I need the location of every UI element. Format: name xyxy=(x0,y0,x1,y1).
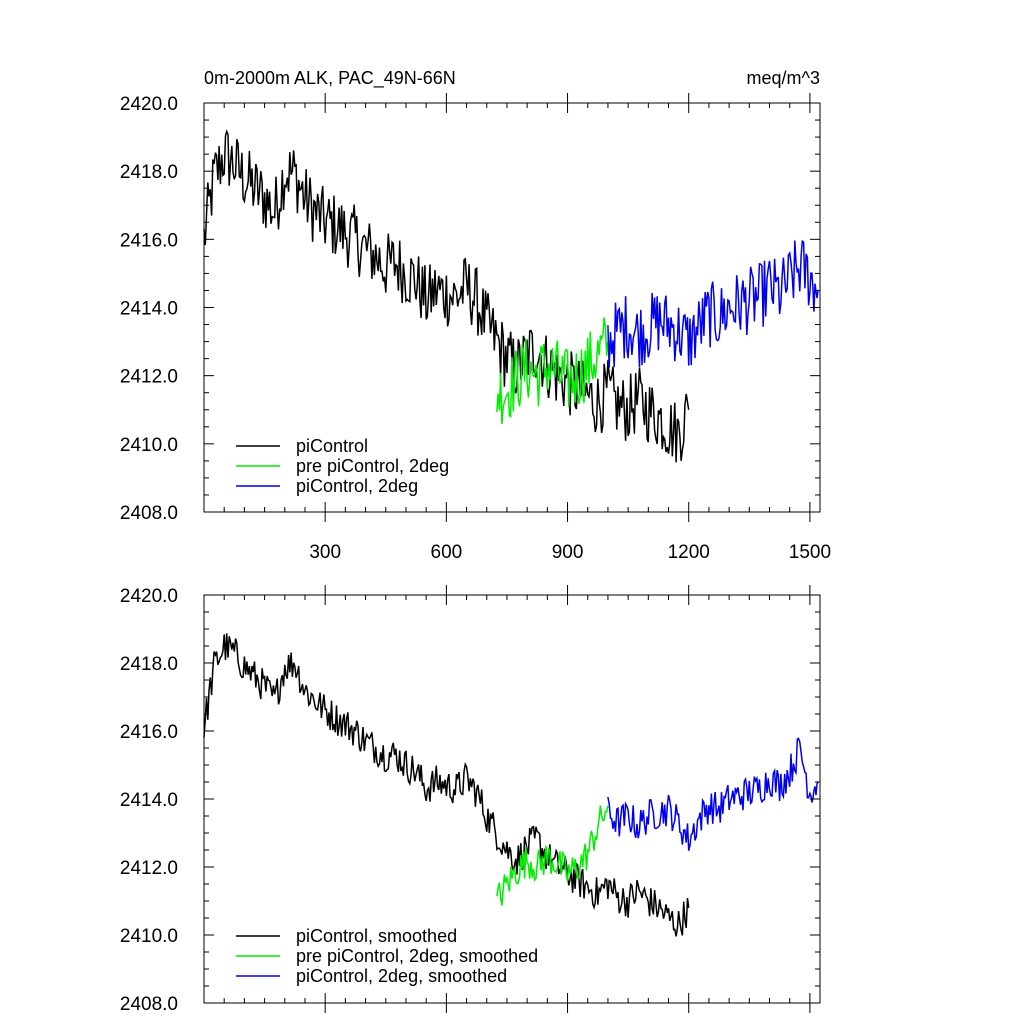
y-tick-label: 2408.0 xyxy=(120,503,178,524)
bottom-panel: 2408.0 2410.0 2412.0 2414.0 2416.0 2418.0 2420… xyxy=(120,585,821,1015)
series-line-pre-picontrol-2deg xyxy=(496,317,609,424)
series-layer xyxy=(203,633,819,937)
y-tick-label: 2416.0 xyxy=(120,230,178,251)
y-tick-label: 2412.0 xyxy=(120,367,178,388)
legend-label: piControl, 2deg, smoothed xyxy=(296,966,507,986)
y-tick-label: 2420.0 xyxy=(120,586,178,607)
series-line-picontrol-2deg-smoothed xyxy=(607,737,819,851)
y-tick-label: 2418.0 xyxy=(120,654,178,675)
series-line-picontrol-2deg xyxy=(607,239,819,368)
chart-title: 0m-2000m ALK, PAC_49N-66N xyxy=(204,68,456,89)
axes-layer: 2408.0 2410.0 2412.0 2414.0 2416.0 2418.0 2420… xyxy=(120,585,821,1015)
legend-label: pre piControl, 2deg xyxy=(296,456,449,476)
x-tick-label: 600 xyxy=(431,542,463,563)
legend-label: piControl xyxy=(296,436,368,456)
x-tick-label: 1200 xyxy=(668,542,710,563)
y-tick-label: 2410.0 xyxy=(120,435,178,456)
y-tick-label: 2416.0 xyxy=(120,722,178,743)
units-label: meq/m^3 xyxy=(747,68,820,88)
top-panel: 0m-2000m ALK, PAC_49N-66N meq/m^3 2408.0… xyxy=(120,68,831,563)
series-line-pre-picontrol-2deg-smoothed xyxy=(496,805,609,906)
y-tick-label: 2410.0 xyxy=(120,926,178,947)
series-line-picontrol-smoothed xyxy=(203,633,690,937)
y-tick-label: 2418.0 xyxy=(120,162,178,183)
y-tick-label: 2408.0 xyxy=(120,994,178,1015)
y-tick-label: 2414.0 xyxy=(120,299,178,320)
y-tick-label: 2414.0 xyxy=(120,790,178,811)
x-tick-label: 1500 xyxy=(789,542,831,563)
legend-label: piControl, smoothed xyxy=(296,926,457,946)
series-line-picontrol xyxy=(203,129,690,463)
legend-label: piControl, 2deg xyxy=(296,476,418,496)
x-tick-label: 300 xyxy=(309,542,341,563)
legend-label: pre piControl, 2deg, smoothed xyxy=(296,946,538,966)
axes-layer: 2408.0 2410.0 2412.0 2414.0 2416.0 2418.0 2420… xyxy=(120,93,831,563)
y-tick-label: 2420.0 xyxy=(120,94,178,115)
x-tick-label: 900 xyxy=(552,542,584,563)
y-tick-label: 2412.0 xyxy=(120,858,178,879)
series-layer xyxy=(203,129,819,463)
